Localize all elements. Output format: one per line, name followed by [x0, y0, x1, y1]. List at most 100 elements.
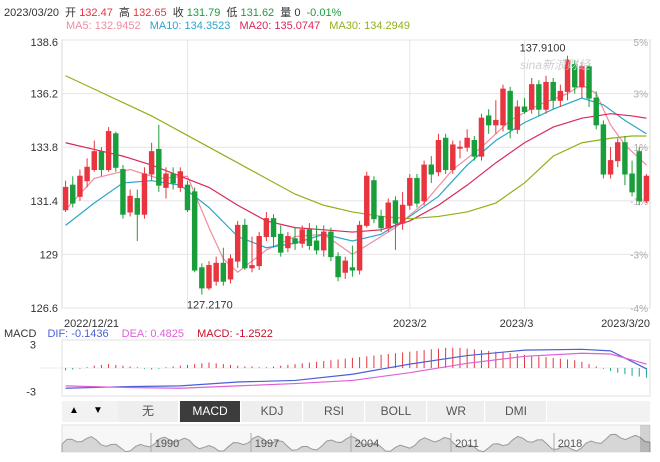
max-price-annotation: 137.9100 [520, 43, 566, 55]
candle-body [471, 140, 478, 157]
y-tick-label: 129 [40, 249, 58, 261]
candle-body [335, 256, 341, 278]
candle-body [148, 151, 155, 175]
candle [428, 156, 435, 183]
candle-body [550, 81, 556, 101]
x-tick-label: 2023/3 [500, 318, 534, 330]
candle-body [493, 119, 499, 126]
candle-body [514, 106, 521, 130]
tab-dmi[interactable]: DMI [486, 401, 547, 422]
candle [321, 225, 327, 257]
sina-watermark: sina新浪财经 [520, 58, 591, 72]
candle-body [392, 200, 399, 224]
y-right-tick-label: -3% [630, 250, 648, 261]
candle [385, 198, 391, 233]
candle-body [579, 66, 585, 88]
candle-body [371, 180, 377, 220]
candle-body [643, 175, 650, 202]
candle-body [629, 173, 635, 193]
macd-title: MACD [4, 328, 37, 340]
candle [586, 64, 592, 107]
candle-body [571, 64, 578, 88]
tab-none[interactable]: 无 [118, 401, 179, 422]
candle [435, 133, 442, 177]
ma10-legend: MA10: 134.3523 [149, 20, 231, 32]
candle [77, 169, 83, 201]
y-tick-label: 131.4 [30, 196, 58, 208]
candle [191, 187, 198, 273]
tab-rsi[interactable]: RSI [304, 401, 365, 422]
y-right-tick-label: 3% [634, 90, 649, 101]
candle-body [528, 84, 535, 110]
candle [328, 227, 334, 262]
candle-body [385, 202, 391, 229]
candle-body [292, 238, 298, 244]
candle [70, 176, 76, 208]
y-tick-label: 136.2 [30, 89, 58, 101]
candle-body [199, 267, 205, 289]
candle [371, 176, 377, 224]
candle [636, 147, 642, 206]
candle [156, 124, 162, 192]
candle-body [263, 218, 270, 238]
candle-body [156, 148, 162, 186]
candle [105, 127, 112, 172]
candle [564, 55, 571, 101]
overview-history-area [61, 433, 651, 453]
candle [292, 227, 298, 250]
candle-body [464, 137, 470, 148]
candle [270, 214, 277, 248]
candle-body [507, 90, 513, 130]
candle [557, 84, 564, 107]
candle-body [435, 140, 442, 173]
candle [471, 136, 478, 161]
candle-body [120, 169, 126, 215]
candle-body [421, 164, 427, 202]
candle [277, 225, 284, 257]
candle [579, 62, 585, 99]
candle-body [622, 142, 628, 175]
candle [450, 140, 456, 174]
candle-body [521, 106, 528, 112]
ma-line-ma5 [65, 83, 647, 274]
candle [407, 174, 413, 210]
candle-body [177, 171, 184, 188]
candle-body [277, 233, 284, 253]
candle-body [600, 124, 607, 175]
candle-body [564, 59, 571, 92]
candle-body [184, 184, 191, 211]
scroll-up-button[interactable]: ▲ [69, 405, 79, 416]
candle [242, 218, 248, 271]
quote-date: 2023/03/20 [4, 7, 60, 19]
ma5-legend: MA5: 132.9452 [66, 20, 141, 32]
open-label: 开 [65, 7, 77, 19]
candle [521, 98, 528, 114]
candle [263, 211, 270, 241]
tab-boll[interactable]: BOLL [366, 401, 427, 422]
tab-macd[interactable]: MACD [180, 401, 241, 422]
candle [421, 160, 427, 206]
candle [227, 254, 234, 284]
candle [120, 165, 126, 219]
candle-body [543, 81, 549, 110]
candle [349, 245, 356, 277]
y-tick-label: 138.6 [30, 37, 58, 49]
candle [364, 171, 370, 228]
x-tick-label: 2023/2 [393, 318, 427, 330]
candle [478, 113, 485, 161]
candle [629, 160, 635, 197]
candle [91, 140, 97, 172]
tab-wr[interactable]: WR [428, 401, 485, 422]
candle [134, 189, 141, 241]
candle [306, 223, 313, 250]
candle [84, 158, 90, 188]
candle-body [84, 166, 90, 182]
tab-kdj[interactable]: KDJ [242, 401, 303, 422]
overview-range-handle [640, 425, 650, 452]
candle-body [227, 258, 234, 280]
macd-y-tick-label: -3 [26, 386, 36, 398]
y-right-tick-label: 5% [634, 38, 649, 49]
scroll-down-button[interactable]: ▼ [93, 405, 103, 416]
volume-label: 量 [280, 7, 292, 19]
